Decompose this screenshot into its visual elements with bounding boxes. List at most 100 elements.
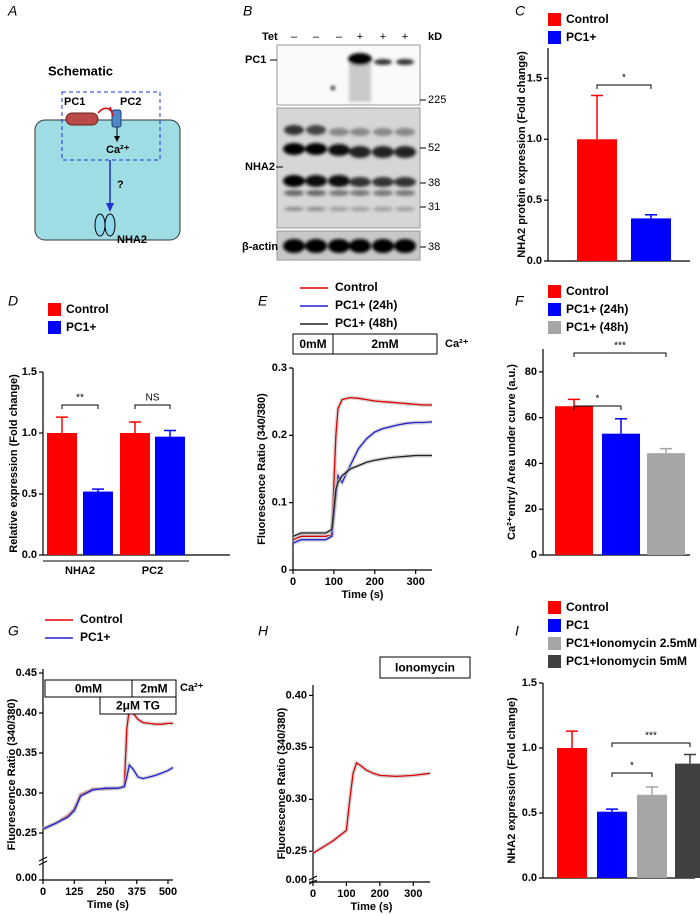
label: Ca²⁺ (106, 144, 130, 156)
significance-label: * (596, 394, 600, 405)
error-bar (56, 416, 68, 433)
y-tick-label: 0.35 (286, 741, 307, 753)
row-label: PC1 (245, 54, 266, 66)
panel-label: F (515, 293, 525, 309)
y-tick-label: 0.5 (22, 488, 37, 500)
x-tick-label: 300 (404, 888, 422, 900)
y-tick-label: 1.0 (527, 133, 542, 145)
x-tick-label: 0 (310, 888, 316, 900)
error-bar (646, 786, 658, 795)
panel-label: B (243, 3, 252, 19)
condition-box (99, 696, 177, 715)
legend-label: PC1+ (48h) (335, 316, 397, 330)
x-axis-label: Time (s) (87, 899, 129, 911)
y-tick-label: 1.0 (22, 427, 37, 439)
legend-label: PC1+Ionomycin 2.5mM (566, 636, 697, 650)
legend-swatch (548, 637, 561, 650)
legend-swatch (548, 321, 561, 334)
x-tick-label: 100 (337, 888, 355, 900)
halo (311, 759, 431, 855)
y-tick-label: 20 (525, 503, 537, 515)
error-bar (660, 447, 672, 454)
x-tick-label: PC2 (142, 565, 163, 577)
x-axis-label: Time (s) (351, 901, 393, 913)
dashed-box (61, 91, 161, 161)
arrowhead (114, 136, 120, 142)
x-tick-label: 200 (366, 576, 384, 588)
legend-swatch (48, 321, 61, 334)
bar (557, 748, 587, 878)
y-tick-label: 0.0 (22, 549, 37, 561)
error-bar (92, 488, 104, 492)
halo (292, 453, 432, 539)
marker: 52 (428, 142, 440, 154)
x-tick-label: 300 (406, 576, 424, 588)
y-axis-label: Fluorescence Ratio (340/380) (276, 707, 288, 859)
marker: 38 (428, 177, 440, 189)
legend-swatch (548, 655, 561, 668)
y-tick-label: 60 (525, 412, 537, 424)
error-bar (615, 418, 627, 434)
nha2-channel (104, 213, 116, 237)
x-tick-label: 250 (96, 886, 114, 898)
legend-label: Control (66, 302, 109, 316)
legend-swatch (548, 303, 561, 316)
significance-label: * (622, 73, 626, 84)
legend-swatch (548, 601, 561, 614)
row-label: β-actin (242, 241, 278, 253)
error-bar (129, 421, 141, 433)
bar (602, 433, 640, 555)
bar (577, 139, 617, 261)
pc1-protein (65, 112, 99, 126)
schematic: Schematic PC1 PC2 Ca²⁺ ? NHA2 (34, 63, 181, 246)
panel-label: G (8, 623, 19, 639)
panel-label: D (8, 293, 18, 309)
y-tick-label: 40 (525, 457, 537, 469)
condition-note: Ca²⁺ (180, 682, 204, 694)
x-tick-label: 100 (325, 576, 343, 588)
legend-swatch (548, 619, 561, 632)
y-axis-label: Fluorescence Ratio (340/380) (256, 393, 268, 545)
y-axis-label: NHA2 protein expression (Fold change) (516, 51, 528, 258)
y-tick-label: 0.2 (272, 429, 287, 441)
label: PC1 (64, 96, 85, 108)
axis-break (38, 856, 48, 866)
marker: 31 (428, 201, 440, 213)
y-tick-label: 0.40 (286, 689, 307, 701)
y-tick-label: 0.25 (16, 827, 37, 839)
y-tick-label: 0 (281, 564, 287, 576)
significance-bracket (596, 84, 652, 89)
legend-swatch (548, 13, 561, 26)
y-tick-label: 0.0 (527, 255, 542, 267)
label: PC2 (120, 96, 141, 108)
legend-label: PC1+ (80, 630, 110, 644)
condition-label: Ionomycin (395, 661, 455, 675)
blot-strip (276, 44, 421, 106)
halo (292, 395, 432, 542)
nha2-channel (94, 213, 106, 237)
y-axis-label: Ca²⁺entry/ Area under curve (a.u.) (506, 364, 518, 540)
line (292, 454, 432, 537)
condition: – (291, 31, 298, 43)
x-axis-label: Time (s) (342, 589, 384, 601)
unit: kD (428, 31, 442, 43)
significance-bracket (61, 404, 99, 409)
error-bar (566, 730, 578, 748)
schematic-title: Schematic (48, 63, 113, 78)
legend-label: PC1 (566, 618, 590, 632)
bar (631, 218, 671, 261)
significance-label: *** (645, 731, 657, 742)
bar (637, 794, 667, 878)
legend-label: PC1+ (24h) (335, 298, 397, 312)
bar (597, 811, 627, 878)
western-blot: Tet – – – + + + kD (242, 31, 446, 261)
condition: + (357, 31, 363, 43)
bar (47, 433, 77, 555)
y-tick-label: 0 (531, 549, 537, 561)
y-tick-label: 0.3 (272, 362, 287, 374)
x-tick-label: 375 (128, 886, 146, 898)
row-label: NHA2 (245, 161, 275, 173)
legend-label: PC1+ (24h) (566, 302, 628, 316)
